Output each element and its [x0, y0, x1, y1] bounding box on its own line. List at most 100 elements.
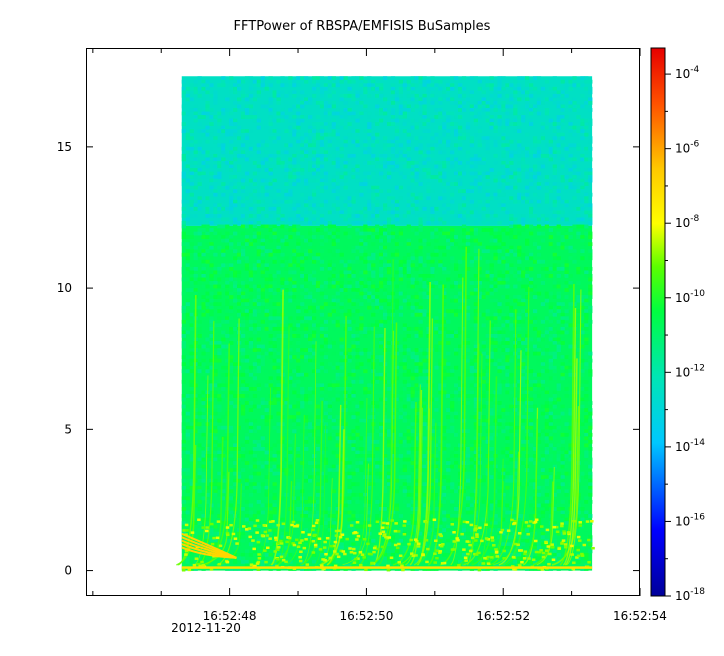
heatmap-cell — [438, 217, 443, 222]
heatmap-cell — [422, 100, 427, 105]
heatmap-cell — [240, 153, 246, 158]
heatmap-cell — [410, 252, 415, 257]
heatmap-cell — [264, 443, 269, 448]
heatmap-cell — [292, 79, 297, 84]
heatmap-cell — [406, 369, 411, 374]
heatmap-cell — [217, 122, 222, 126]
heatmap-cell — [284, 443, 289, 448]
heatmap-cell — [457, 143, 463, 148]
heatmap-cell — [588, 432, 593, 437]
heatmap-cell — [260, 408, 265, 412]
heatmap-cell — [304, 273, 309, 278]
heatmap-cell — [517, 125, 522, 130]
heatmap-cell — [493, 362, 498, 367]
heatmap-cell — [292, 93, 297, 98]
heatmap-cell — [390, 83, 396, 88]
heatmap-cell — [454, 446, 459, 451]
heatmap-cell — [536, 291, 542, 296]
heatmap-cell — [327, 404, 332, 409]
heatmap-cell — [264, 422, 269, 427]
heatmap-cell — [410, 425, 415, 430]
heatmap-cell — [497, 390, 502, 395]
heatmap-cell — [189, 326, 194, 331]
heatmap-cell — [560, 446, 565, 451]
heatmap-cell — [189, 97, 194, 102]
heatmap-cell — [414, 252, 419, 257]
heatmap-cell — [335, 323, 340, 328]
heatmap-cell — [497, 171, 502, 176]
heatmap-cell — [588, 118, 593, 123]
heatmap-cell — [347, 171, 352, 176]
heatmap-cell — [205, 196, 210, 201]
heatmap-cell — [544, 295, 550, 299]
heatmap-cell — [351, 221, 356, 225]
heatmap-cell — [485, 383, 490, 388]
heatmap-cell — [556, 263, 561, 268]
heatmap-cell — [457, 326, 463, 331]
heatmap-cell — [375, 288, 380, 292]
heatmap-cell — [544, 298, 550, 303]
heatmap-cell — [367, 298, 372, 303]
heatmap-cell — [426, 348, 431, 352]
heatmap-cell — [375, 189, 380, 194]
heatmap-cell — [532, 259, 538, 264]
heatmap-cell — [450, 394, 455, 398]
heatmap-cell — [410, 83, 415, 88]
heatmap-cell — [580, 224, 585, 229]
heatmap-cell — [485, 429, 490, 434]
heatmap-cell — [185, 418, 190, 423]
heatmap-cell — [339, 111, 344, 116]
heatmap-cell — [517, 266, 522, 271]
heatmap-cell — [501, 76, 506, 81]
heatmap-cell — [509, 217, 514, 222]
heatmap-cell — [367, 115, 372, 119]
heatmap-cell — [248, 76, 254, 81]
heatmap-cell — [205, 192, 210, 197]
heatmap-cell — [473, 404, 478, 409]
heatmap-cell — [193, 185, 198, 190]
heatmap-cell — [268, 100, 273, 105]
heatmap-cell — [505, 337, 510, 342]
heatmap-cell — [528, 199, 534, 204]
heatmap-cell — [308, 337, 313, 342]
heatmap-cell — [233, 168, 238, 172]
heatmap-cell — [406, 249, 411, 254]
heatmap-cell — [229, 369, 234, 374]
heatmap-cell — [284, 83, 289, 88]
heatmap-cell — [213, 93, 218, 98]
heatmap-cell — [256, 259, 261, 264]
heatmap-cell — [323, 228, 329, 232]
heatmap-cell — [331, 203, 336, 208]
heatmap-cell — [256, 439, 261, 444]
heatmap-cell — [288, 404, 293, 409]
heatmap-cell — [548, 125, 553, 130]
heatmap-cell — [225, 132, 230, 137]
heatmap-cell — [351, 249, 356, 254]
heatmap-cell — [367, 277, 372, 282]
heatmap-cell — [552, 199, 557, 204]
heatmap-cell — [244, 369, 250, 374]
heatmap-cell — [193, 139, 198, 144]
heatmap-cell — [296, 122, 301, 126]
heatmap-cell — [268, 249, 273, 254]
heatmap-cell — [225, 411, 230, 416]
heatmap-cell — [240, 249, 246, 254]
heatmap-cell — [501, 160, 506, 165]
heatmap-cell — [375, 122, 380, 126]
heatmap-cell — [560, 404, 565, 409]
heatmap-cell — [450, 298, 455, 303]
heatmap-cell — [588, 203, 593, 208]
heatmap-cell — [450, 372, 455, 377]
heatmap-cell — [485, 150, 490, 155]
heatmap-cell — [209, 446, 214, 451]
heatmap-cell — [355, 245, 360, 250]
heatmap-cell — [576, 270, 581, 275]
heatmap-cell — [438, 341, 443, 345]
heatmap-cell — [256, 206, 261, 211]
heatmap-cell — [442, 171, 447, 176]
heatmap-cell — [540, 302, 546, 307]
heatmap-cell — [209, 206, 214, 211]
heatmap-cell — [521, 217, 526, 222]
heatmap-cell — [446, 206, 451, 211]
heatmap-cell — [434, 228, 439, 232]
